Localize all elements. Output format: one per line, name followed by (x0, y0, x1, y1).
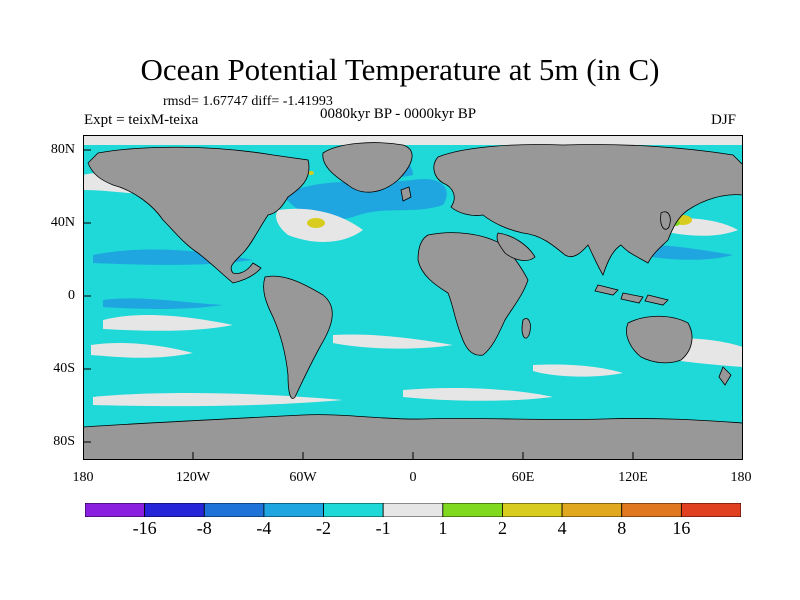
arabia-land (496, 232, 536, 261)
colorbar-swatch (561, 503, 623, 517)
lat-label-80s: 80S (53, 434, 75, 449)
colorbar-tick-label: 8 (617, 518, 627, 538)
indonesia-land (594, 284, 669, 306)
greenland-land (322, 142, 413, 193)
lon-label-180w: 180 (72, 470, 94, 485)
antarctica-land (83, 414, 743, 460)
lon-label-120w: 120W (175, 470, 211, 485)
lon-label-180e: 180 (730, 470, 752, 485)
eurasia-land (433, 144, 743, 276)
colorbar-tick-label: -16 (132, 518, 157, 538)
colorbar-tick-label: -1 (375, 518, 391, 538)
colorbar (85, 503, 741, 517)
colorbar-tick-label: -2 (316, 518, 332, 538)
lon-label-60e: 60E (511, 470, 535, 485)
colorbar-tick-label: 16 (672, 518, 691, 538)
stats-line: rmsd= 1.67747 diff= -1.41993 (163, 94, 333, 109)
colorbar-swatch (442, 503, 503, 517)
lat-label-40s: 40S (53, 361, 75, 376)
colorbar-swatch (680, 503, 741, 517)
lat-label-0: 0 (68, 288, 75, 303)
season-label: DJF (711, 112, 737, 128)
lon-label-120e: 120E (618, 470, 648, 485)
north-america-land (87, 146, 310, 284)
colorbar-swatch (382, 503, 444, 517)
south-america-land (263, 275, 333, 399)
colorbar-swatch (263, 503, 324, 517)
plot-title: Ocean Potential Temperature at 5m (in C) (140, 52, 660, 87)
colorbar-swatch (323, 503, 384, 517)
colorbar-swatch (144, 503, 205, 517)
australia-land (626, 315, 693, 364)
colorbar-swatch (502, 503, 563, 517)
colorbar-tick-label: -8 (196, 518, 212, 538)
colorbar-swatch (85, 503, 146, 517)
period-label: 0080kyr BP - 0000kyr BP (320, 106, 477, 122)
experiment-label: Expt = teixM-teixa (84, 112, 199, 128)
new-zealand-land (718, 366, 732, 386)
colorbar-tick-label: 1 (438, 518, 448, 538)
lat-label-80n: 80N (50, 142, 75, 157)
world-map (83, 135, 743, 460)
madagascar-land (521, 318, 531, 339)
land-masses (83, 142, 743, 460)
colorbar-tick-label: 2 (497, 518, 507, 538)
japan-land (660, 211, 671, 230)
uk-land (400, 186, 412, 202)
axis-ticks (83, 149, 634, 460)
colorbar-swatch (203, 503, 265, 517)
colorbar-tick-label: -4 (256, 518, 272, 538)
colorbar-tick-label: 4 (557, 518, 567, 538)
lon-label-60w: 60W (289, 470, 317, 485)
colorbar-swatch (621, 503, 682, 517)
lat-label-40n: 40N (50, 215, 75, 230)
lon-label-0: 0 (409, 470, 417, 485)
